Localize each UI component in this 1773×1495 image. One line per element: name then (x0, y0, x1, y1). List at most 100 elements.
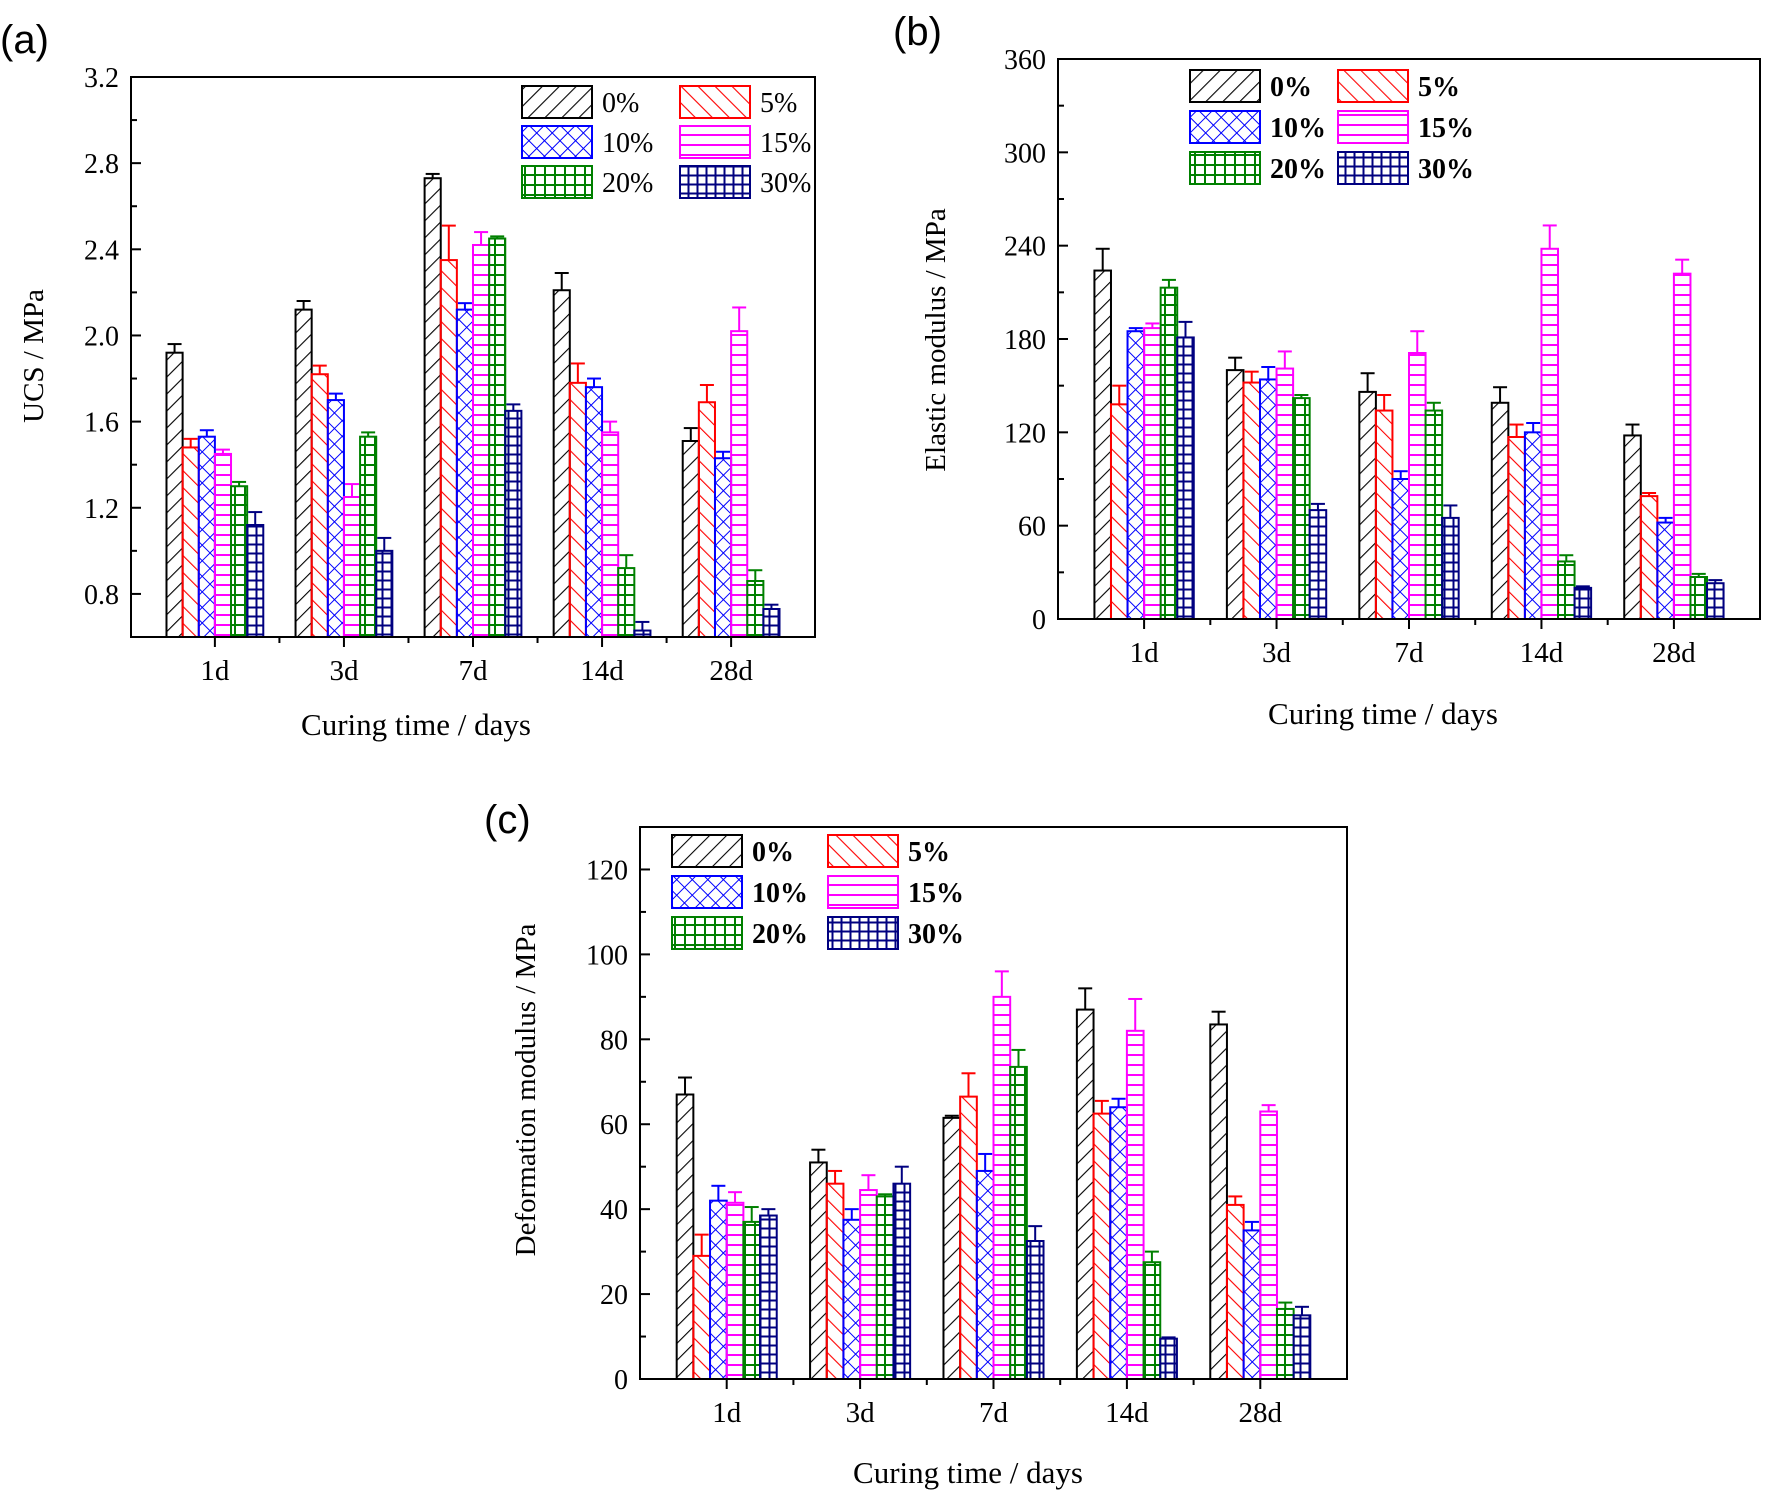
y-tick-label: 100 (586, 940, 628, 971)
error-bar (1559, 554, 1574, 562)
error-bar (506, 403, 521, 411)
bar-7d-10pct (1391, 478, 1410, 620)
error-bar (1542, 224, 1557, 249)
x-tick-label: 1d (200, 655, 230, 687)
bar-1d-15pct (725, 1201, 745, 1381)
panel-a-xlabel: Curing time / days (301, 707, 531, 742)
bar-7d-5pct (439, 259, 458, 638)
bar-28d-20pct (746, 580, 765, 638)
error-bar (1278, 1301, 1293, 1309)
error-bar (312, 364, 327, 375)
y-tick-label: 2.4 (84, 235, 119, 266)
error-bar (1211, 1010, 1226, 1025)
y-tick-label: 40 (600, 1195, 628, 1226)
x-tick-label: 3d (1262, 637, 1292, 669)
panel-c-xlabel: Curing time / days (853, 1455, 1083, 1490)
bar-3d-30pct (375, 549, 394, 638)
error-bar (345, 483, 360, 497)
legend-label: 20% (1270, 154, 1326, 185)
bar-28d-30pct (1292, 1314, 1312, 1381)
legend-label: 10% (1270, 113, 1326, 144)
y-tick-label: 360 (1004, 45, 1046, 76)
error-bar (554, 272, 569, 291)
bar-28d-10pct (713, 457, 733, 638)
error-bar (1625, 423, 1640, 436)
error-bar (744, 1206, 759, 1222)
error-bar (878, 1193, 893, 1197)
bar-28d-20pct (1275, 1307, 1295, 1381)
bar-14d-5pct (1092, 1112, 1112, 1380)
bar-1d-20pct (742, 1220, 762, 1381)
error-bar (1228, 1195, 1243, 1205)
y-tick-label: 3.2 (84, 63, 119, 94)
error-bar (728, 1191, 743, 1203)
error-bar (570, 362, 585, 383)
bar-3d-15pct (1275, 367, 1295, 620)
legend: 0% 5% 10% 15% 20% 30% (1189, 69, 1474, 185)
x-tick-label: 28d (1239, 1397, 1283, 1429)
error-bar (1244, 370, 1259, 383)
panel-c-ylabel: Deformation modulus / MPa (510, 924, 542, 1257)
error-bar (1658, 516, 1673, 523)
error-bar (1310, 502, 1325, 511)
bar-28d-5pct (1639, 495, 1659, 620)
error-bar (1377, 394, 1392, 411)
bar-3d-10pct (842, 1218, 862, 1381)
error-bar (1509, 423, 1524, 437)
error-bar (1526, 422, 1541, 433)
bar-28d-0pct (1209, 1023, 1228, 1380)
error-bar (716, 450, 731, 459)
legend-label: 30% (760, 168, 811, 199)
bar-14d-10pct (1109, 1106, 1128, 1380)
error-bar (619, 554, 634, 569)
error-bar (167, 343, 182, 353)
bar-28d-0pct (681, 440, 700, 638)
y-tick-label: 0 (614, 1365, 628, 1396)
bar-1d-10pct (197, 435, 216, 639)
error-bar (861, 1174, 876, 1191)
error-bar (1277, 350, 1292, 369)
x-tick-label: 3d (329, 655, 359, 687)
y-tick-label: 120 (586, 855, 628, 886)
bar-1d-20pct (230, 485, 249, 638)
y-tick-label: 60 (1018, 512, 1046, 543)
bar-3d-20pct (1292, 397, 1311, 620)
error-bar (457, 302, 472, 310)
error-bar (1011, 1048, 1026, 1067)
error-bar (828, 1169, 843, 1184)
error-bar (232, 480, 247, 487)
x-tick-label: 14d (1105, 1397, 1149, 1429)
error-bar (1360, 372, 1375, 392)
bar-28d-10pct (1242, 1229, 1262, 1381)
bar-1d-5pct (181, 446, 200, 639)
bar-1d-30pct (759, 1214, 778, 1380)
legend-swatch (827, 916, 899, 950)
bar-7d-10pct (455, 308, 474, 638)
y-tick-label: 0 (1032, 605, 1046, 636)
bar-28d-15pct (730, 330, 749, 638)
legend-label: 20% (752, 919, 808, 950)
error-bar (1161, 278, 1176, 288)
error-bar (441, 224, 456, 261)
y-tick-label: 120 (1004, 418, 1046, 449)
bar-3d-0pct (294, 308, 313, 638)
bar-28d-30pct (762, 608, 781, 638)
bar-7d-20pct (488, 237, 507, 639)
bar-7d-15pct (1408, 352, 1427, 620)
y-tick-label: 20 (600, 1280, 628, 1311)
error-bar (1144, 1250, 1159, 1263)
error-bar (377, 536, 392, 551)
error-bar (678, 1076, 693, 1095)
error-bar (296, 300, 311, 310)
bar-14d-10pct (1523, 431, 1543, 621)
error-bar (944, 1114, 959, 1118)
bar-7d-5pct (1374, 409, 1394, 620)
bar-1d-10pct (1126, 330, 1146, 620)
bar-1d-30pct (1176, 336, 1195, 620)
error-bar (699, 384, 714, 403)
x-tick-label: 14d (580, 655, 624, 687)
x-tick-label: 14d (1520, 637, 1564, 669)
y-tick-label: 300 (1004, 138, 1046, 169)
bar-3d-15pct (859, 1189, 878, 1380)
